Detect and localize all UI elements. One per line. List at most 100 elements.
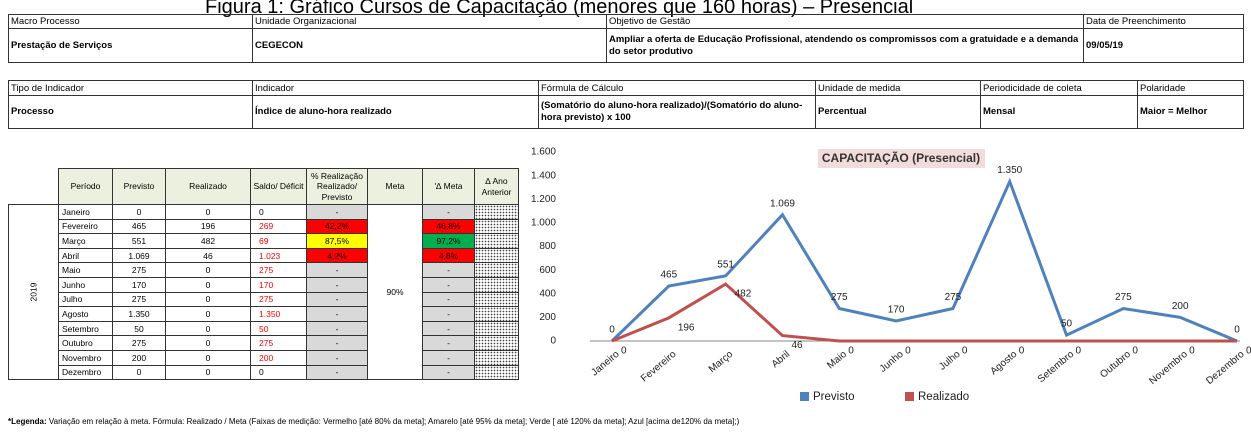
period-cell: Fevereiro — [58, 218, 113, 235]
column-header-text: Saldo/ Déficit — [253, 181, 304, 192]
x-tick-label: Setembro — [1036, 349, 1077, 386]
period-cell-text: Dezembro — [62, 367, 102, 378]
balance-cell-text: 0 — [259, 367, 264, 378]
period-cell-text: Janeiro — [62, 206, 90, 217]
balance-cell: 170 — [250, 277, 307, 293]
x-tick-label: Janeiro — [589, 349, 622, 379]
x-tick-label: Novembro — [1147, 349, 1190, 387]
delta-meta-cell-text: - — [447, 352, 450, 363]
forecast-cell-text: 200 — [131, 352, 147, 363]
balance-cell: 275 — [250, 291, 307, 308]
achievement-cell-text: - — [335, 367, 339, 378]
balance-cell-text: 69 — [259, 235, 269, 246]
forecast-cell-text: 551 — [131, 235, 147, 246]
balance-cell-text: 269 — [259, 221, 274, 232]
achievement-cell-text: - — [335, 352, 339, 363]
delta-meta-cell-text: - — [447, 206, 450, 217]
period-cell-text: Setembro — [62, 323, 99, 334]
column-header: '∆ Meta — [422, 168, 475, 205]
delta-meta-cell: - — [422, 277, 475, 293]
delta-meta-cell: - — [422, 291, 475, 308]
period-cell: Junho — [58, 277, 113, 293]
header-label: Macro Processo — [8, 14, 253, 29]
header-label: Objetivo de Gestão — [606, 14, 1084, 29]
period-cell: Abril — [58, 247, 113, 264]
header-label: Data de Preenchimento — [1083, 14, 1244, 29]
column-header: Meta — [367, 168, 423, 205]
delta-meta-cell-text: - — [447, 367, 450, 378]
balance-cell: 0 — [250, 364, 307, 381]
period-cell: Maio — [58, 262, 113, 278]
column-header: Período — [58, 168, 113, 205]
column-header-text: Meta — [385, 181, 405, 192]
achievement-cell: - — [306, 335, 368, 351]
column-header: Realizado — [165, 168, 251, 205]
data-label: 0 — [609, 325, 615, 336]
header-value: Prestação de Serviços — [8, 28, 253, 63]
delta-meta-cell-text: 4,8% — [438, 250, 459, 261]
forecast-cell-text: 170 — [131, 279, 147, 290]
forecast-cell-text: 1.350 — [128, 308, 150, 319]
header-label: Periodicidade de coleta — [980, 80, 1138, 96]
data-label: 0 — [1019, 346, 1025, 357]
header-value-text: Prestação de Serviços — [11, 39, 113, 51]
actual-cell: 0 — [165, 335, 251, 351]
forecast-cell: 170 — [112, 277, 166, 293]
header-value-text: (Somatório do aluno-hora realizado)/(Som… — [541, 100, 803, 123]
data-label: 482 — [735, 289, 752, 300]
forecast-cell: 1.350 — [112, 306, 166, 322]
footnote-text: Variação em relação à meta. Fórmula: Rea… — [47, 417, 740, 426]
balance-cell-text: 170 — [259, 279, 274, 290]
balance-cell: 269 — [250, 218, 307, 235]
figure-title: Figura 1: Gráfico Cursos de Capacitação … — [205, 0, 913, 18]
header-value: CEGECON — [252, 28, 607, 63]
actual-cell-text: 0 — [205, 352, 211, 363]
actual-cell-text: 196 — [200, 221, 216, 232]
header-label-text: Unidade Organizacional — [255, 16, 357, 27]
balance-cell: 200 — [250, 350, 307, 366]
achievement-cell-text: - — [335, 265, 339, 276]
achievement-cell: - — [306, 364, 368, 381]
year-cell: 2019 — [8, 204, 59, 381]
data-label: 275 — [831, 292, 848, 303]
header-label-text: Macro Processo — [11, 16, 80, 27]
column-header-text: Período — [70, 181, 101, 192]
y-tick-label: 600 — [539, 265, 556, 276]
actual-cell: 0 — [165, 204, 251, 220]
x-tick-label: Agosto — [988, 349, 1019, 378]
achievement-cell-text: - — [335, 338, 339, 349]
header-value-text: Mensal — [983, 106, 1016, 118]
header-label-text: Indicador — [255, 82, 295, 94]
balance-cell: 275 — [250, 335, 307, 351]
x-tick-label: Outubro — [1098, 349, 1133, 381]
achievement-cell-text: 4,2% — [327, 250, 347, 261]
achievement-cell: - — [306, 204, 368, 220]
achievement-cell: - — [306, 350, 368, 366]
period-cell-text: Fevereiro — [62, 221, 98, 232]
delta-meta-cell: - — [422, 350, 475, 366]
balance-cell: 1.023 — [250, 247, 307, 264]
data-label: 200 — [1172, 301, 1189, 312]
data-label: 275 — [945, 292, 962, 303]
delta-year-cell — [474, 350, 519, 366]
meta-cell: 90% — [367, 204, 423, 381]
delta-meta-cell: 4,8% — [422, 247, 475, 264]
balance-cell-text: 50 — [259, 323, 269, 334]
chart-title-background — [818, 149, 985, 168]
actual-cell: 0 — [165, 262, 251, 278]
actual-cell: 0 — [165, 277, 251, 293]
delta-year-cell — [474, 247, 519, 264]
footnote-label: *Legenda: — [8, 417, 47, 426]
forecast-cell: 275 — [112, 335, 166, 351]
balance-cell: 0 — [250, 204, 307, 220]
header-value-text: Maior = Melhor — [1140, 106, 1208, 118]
x-tick-label: Março — [707, 349, 736, 376]
delta-meta-cell-text: - — [447, 308, 450, 319]
x-tick-label: Abril — [770, 349, 792, 370]
delta-meta-cell-text: 46,8% — [436, 221, 461, 232]
header-value: (Somatório do aluno-hora realizado)/(Som… — [538, 95, 816, 129]
forecast-cell: 200 — [112, 350, 166, 366]
column-header: ∆ Ano Anterior — [474, 168, 519, 205]
achievement-cell: - — [306, 277, 368, 293]
period-cell-text: Junho — [62, 279, 86, 290]
